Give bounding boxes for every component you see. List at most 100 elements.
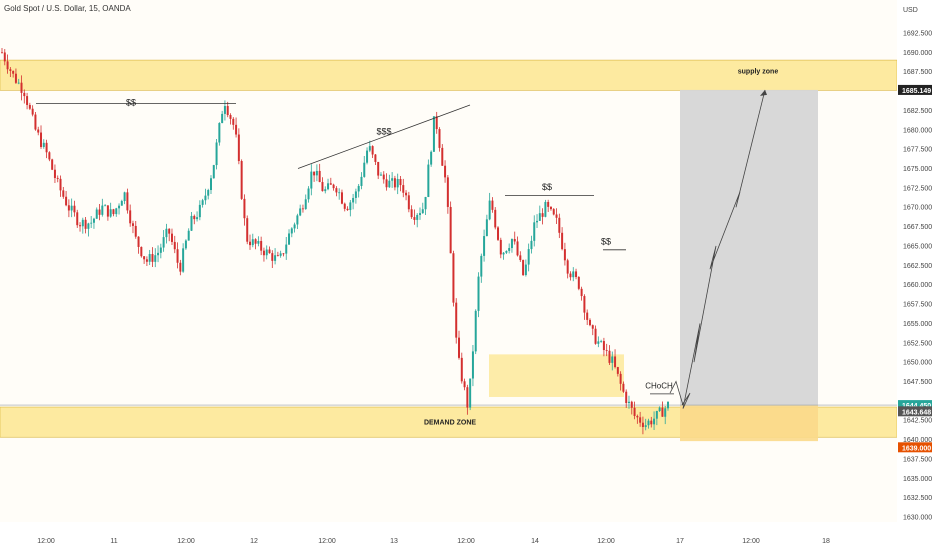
candle-body bbox=[410, 209, 413, 218]
candle-body bbox=[597, 341, 600, 344]
candle-body bbox=[223, 106, 226, 114]
candle-body bbox=[653, 418, 656, 425]
candle-body bbox=[611, 356, 614, 363]
candle-body bbox=[360, 176, 363, 186]
price-axis: USD 1692.500 1690.000 1687.500 1682.500 1680.… bbox=[897, 0, 932, 550]
candle-body bbox=[335, 188, 338, 193]
candle-body bbox=[455, 302, 458, 338]
candle-body bbox=[120, 201, 123, 206]
supply-zone bbox=[0, 59, 898, 91]
candle-body bbox=[45, 142, 48, 153]
candle-body bbox=[616, 367, 619, 374]
candle-body bbox=[650, 420, 653, 425]
candle-body bbox=[184, 240, 187, 249]
candle-body bbox=[59, 178, 62, 191]
candle-body bbox=[23, 92, 26, 97]
liquidity-line-2 bbox=[297, 104, 471, 169]
time-axis: 12:00 11 12:00 12 12:00 13 12:00 14 12:00 17 12:00… bbox=[0, 532, 897, 550]
choch-label: CHoCH bbox=[645, 381, 673, 390]
candle-body bbox=[232, 118, 235, 125]
candle-body bbox=[608, 350, 611, 363]
candle-body bbox=[449, 206, 452, 254]
candle-body bbox=[204, 195, 207, 201]
candle-body bbox=[407, 195, 410, 210]
candle-body bbox=[558, 217, 561, 233]
candle-body bbox=[243, 198, 246, 219]
projection-target-box bbox=[680, 89, 818, 406]
candle-body bbox=[505, 250, 508, 253]
candle-body bbox=[366, 150, 369, 163]
candle-body bbox=[109, 209, 112, 217]
candle-body bbox=[625, 391, 628, 403]
candle-body bbox=[240, 161, 243, 199]
candle-body bbox=[67, 205, 70, 211]
candle-body bbox=[92, 218, 95, 223]
candle-body bbox=[391, 178, 394, 181]
candle-body bbox=[563, 249, 566, 261]
candle-body bbox=[106, 205, 109, 217]
candle-body bbox=[566, 260, 569, 274]
choch-path-line bbox=[669, 380, 684, 406]
candle-body bbox=[471, 351, 474, 379]
candles-layer bbox=[1, 48, 669, 435]
candle-body bbox=[614, 356, 617, 368]
candle-body bbox=[226, 106, 229, 116]
candle-body bbox=[84, 219, 87, 229]
candle-body bbox=[483, 236, 486, 256]
candle-body bbox=[143, 256, 146, 260]
time-tick-label: 12:00 bbox=[177, 538, 195, 545]
candle-body bbox=[572, 271, 575, 278]
candle-body bbox=[600, 341, 603, 342]
candle-body bbox=[276, 255, 279, 257]
candle-body bbox=[371, 146, 374, 155]
candle-body bbox=[627, 401, 630, 403]
candle-body bbox=[209, 178, 212, 191]
candle-body bbox=[215, 142, 218, 166]
price-tick-label: 1652.500 bbox=[903, 340, 932, 347]
candle-body bbox=[123, 192, 126, 202]
candle-body bbox=[435, 116, 438, 130]
candle-body bbox=[168, 228, 171, 234]
price-tick-label: 1637.500 bbox=[903, 456, 932, 463]
candle-body bbox=[70, 205, 73, 211]
candle-body bbox=[622, 383, 625, 392]
candle-body bbox=[145, 259, 148, 262]
price-tick-label: 1650.000 bbox=[903, 360, 932, 367]
candle-body bbox=[338, 192, 341, 194]
candle-body bbox=[497, 227, 500, 240]
candle-body bbox=[658, 407, 661, 412]
candle-body bbox=[165, 228, 168, 238]
candle-body bbox=[249, 241, 252, 246]
candle-body bbox=[304, 199, 307, 210]
candle-body bbox=[14, 73, 17, 83]
candle-body bbox=[480, 255, 483, 277]
time-tick-label: 17 bbox=[676, 538, 684, 545]
candle-body bbox=[458, 337, 461, 358]
candle-body bbox=[432, 116, 435, 152]
candle-body bbox=[76, 212, 79, 226]
candle-body bbox=[522, 260, 525, 276]
time-tick-label: 12:00 bbox=[318, 538, 336, 545]
candle-body bbox=[513, 238, 516, 242]
candle-body bbox=[402, 185, 405, 193]
time-tick-label: 12:00 bbox=[597, 538, 615, 545]
candle-body bbox=[282, 253, 285, 255]
candle-body bbox=[357, 185, 360, 192]
price-marker-box bbox=[898, 406, 932, 417]
candle-body bbox=[639, 417, 642, 423]
liquidity-label-2: $$$ bbox=[376, 126, 391, 136]
price-marker-box bbox=[898, 442, 932, 453]
candle-body bbox=[148, 254, 151, 262]
candle-body bbox=[510, 238, 513, 249]
candle-body bbox=[516, 241, 519, 256]
price-tick-label: 1687.500 bbox=[903, 69, 932, 76]
candle-body bbox=[619, 373, 622, 384]
candle-body bbox=[580, 288, 583, 297]
candle-body bbox=[176, 249, 179, 263]
candle-body bbox=[494, 209, 497, 228]
candle-body bbox=[221, 113, 224, 124]
candle-body bbox=[170, 233, 173, 242]
